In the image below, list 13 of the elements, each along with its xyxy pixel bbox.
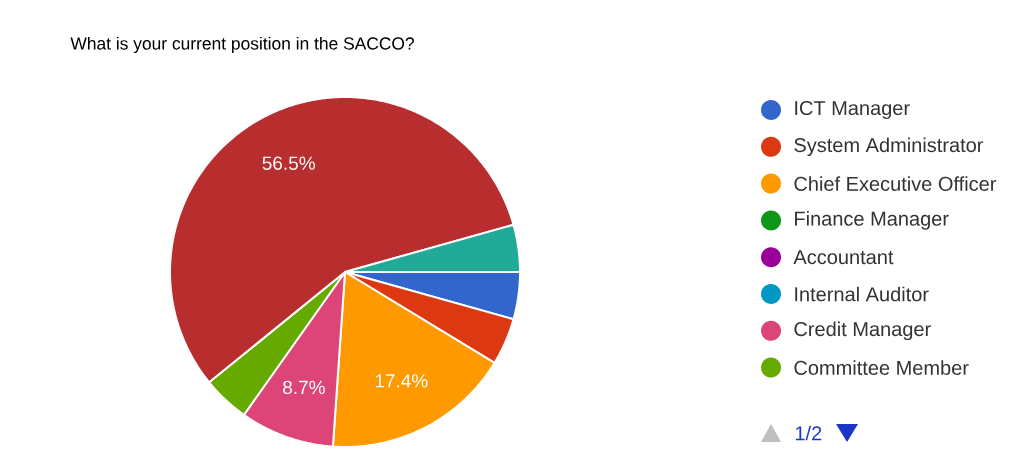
legend-label: Internal Auditor xyxy=(795,286,929,302)
legend-label: Credit Manager xyxy=(794,321,931,341)
legend-label: System Administrator xyxy=(794,137,984,157)
data-label: 17.4% xyxy=(375,374,428,388)
legend-label: ICT Manager xyxy=(795,100,910,120)
legend-label: Finance Manager xyxy=(795,211,949,230)
legend-label: Committee Member xyxy=(794,360,969,375)
chart-title: What is your current position in the SACCO? xyxy=(70,36,414,54)
text: 1/2 xyxy=(795,425,822,441)
data-label: 56.5% xyxy=(262,156,315,170)
legend-label: Chief Executive Officer xyxy=(794,176,997,191)
legend-label: Accountant xyxy=(793,250,894,265)
data-label: 8.7% xyxy=(283,380,325,395)
